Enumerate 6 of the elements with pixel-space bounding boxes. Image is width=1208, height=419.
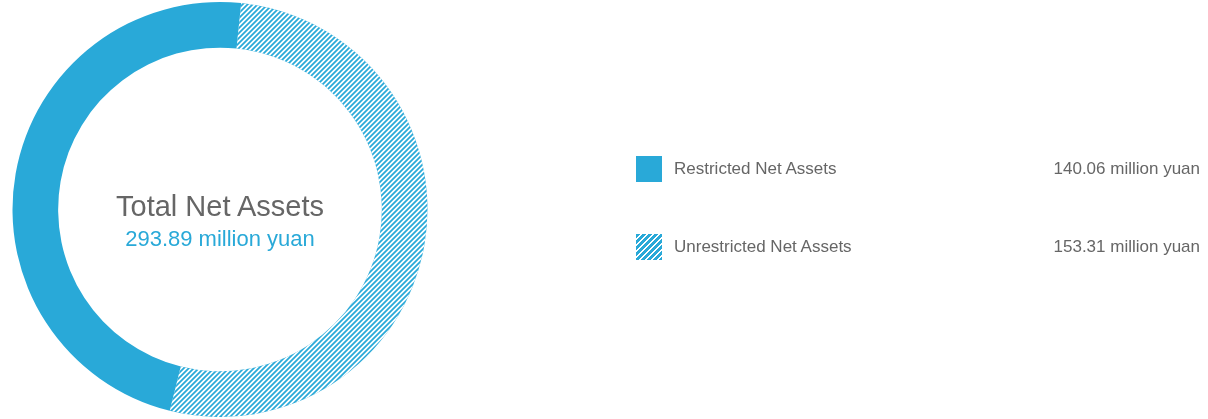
legend-label: Unrestricted Net Assets	[674, 237, 853, 257]
data-label: 153.31 million yuan	[1052, 237, 1200, 257]
legend-label: Restricted Net Assets	[674, 159, 838, 179]
text: 293.89 million yuan	[124, 225, 316, 253]
data-label: 140.06 million yuan	[1052, 159, 1200, 179]
text: Total Net Assets	[115, 189, 325, 224]
